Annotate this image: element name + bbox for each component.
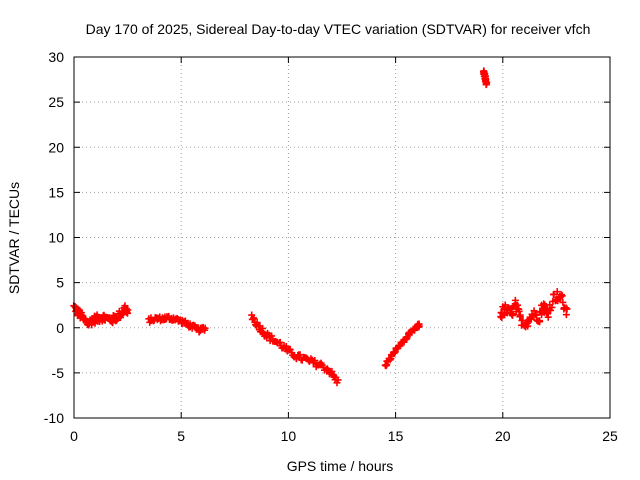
y-tick-label: 5: [56, 275, 64, 291]
data-point: [482, 81, 490, 89]
data-point: [553, 288, 561, 296]
segment-early-a: [70, 302, 132, 329]
data-point: [250, 315, 258, 323]
data-points: [70, 67, 571, 387]
y-tick-label: 15: [48, 184, 64, 200]
data-point: [559, 298, 567, 306]
y-tick-label: -5: [52, 365, 65, 381]
x-tick-label: 15: [388, 428, 404, 444]
data-point: [253, 319, 261, 327]
data-point: [558, 292, 566, 300]
y-tick-label: 20: [48, 139, 64, 155]
segment-outlier: [480, 67, 491, 89]
data-point: [562, 304, 570, 312]
data-point: [268, 332, 276, 340]
segment-mid-descent: [248, 311, 342, 387]
data-point: [524, 322, 532, 330]
data-point: [201, 324, 209, 332]
y-tick-label: 0: [56, 320, 64, 336]
data-point: [516, 311, 524, 319]
x-axis-label: GPS time / hours: [287, 458, 394, 474]
x-tick-label: 25: [602, 428, 618, 444]
chart-title: Day 170 of 2025, Sidereal Day-to-day VTE…: [86, 21, 591, 37]
data-point: [563, 305, 571, 313]
data-point: [391, 348, 399, 356]
data-point: [307, 355, 315, 363]
data-point: [536, 317, 544, 325]
x-tick-label: 0: [70, 428, 78, 444]
y-axis-label: SDTVAR / TECUs: [6, 182, 22, 294]
data-point: [415, 320, 423, 328]
x-tick-label: 20: [495, 428, 511, 444]
y-tick-label: 10: [48, 230, 64, 246]
segment-early-b: [145, 312, 209, 336]
data-point: [544, 313, 552, 321]
segment-afternoon-rise: [381, 320, 423, 370]
data-point: [386, 356, 394, 364]
x-tick-label: 10: [281, 428, 297, 444]
data-point: [548, 303, 556, 311]
y-tick-label: 30: [48, 49, 64, 65]
data-point: [334, 376, 342, 384]
data-point: [292, 355, 300, 363]
segment-evening-cluster: [497, 288, 571, 331]
axes: 0 5 10 15 20 25 -10 -5 0 5 10 15 20 25 30: [44, 49, 618, 444]
x-tick-label: 5: [177, 428, 185, 444]
grid-lines: [74, 57, 610, 418]
data-point: [540, 300, 548, 308]
data-point: [509, 311, 517, 319]
y-tick-label: -10: [44, 410, 64, 426]
data-point: [390, 349, 398, 357]
y-tick-label: 25: [48, 94, 64, 110]
data-point: [511, 296, 519, 304]
data-point: [311, 357, 319, 365]
data-point: [123, 309, 131, 317]
